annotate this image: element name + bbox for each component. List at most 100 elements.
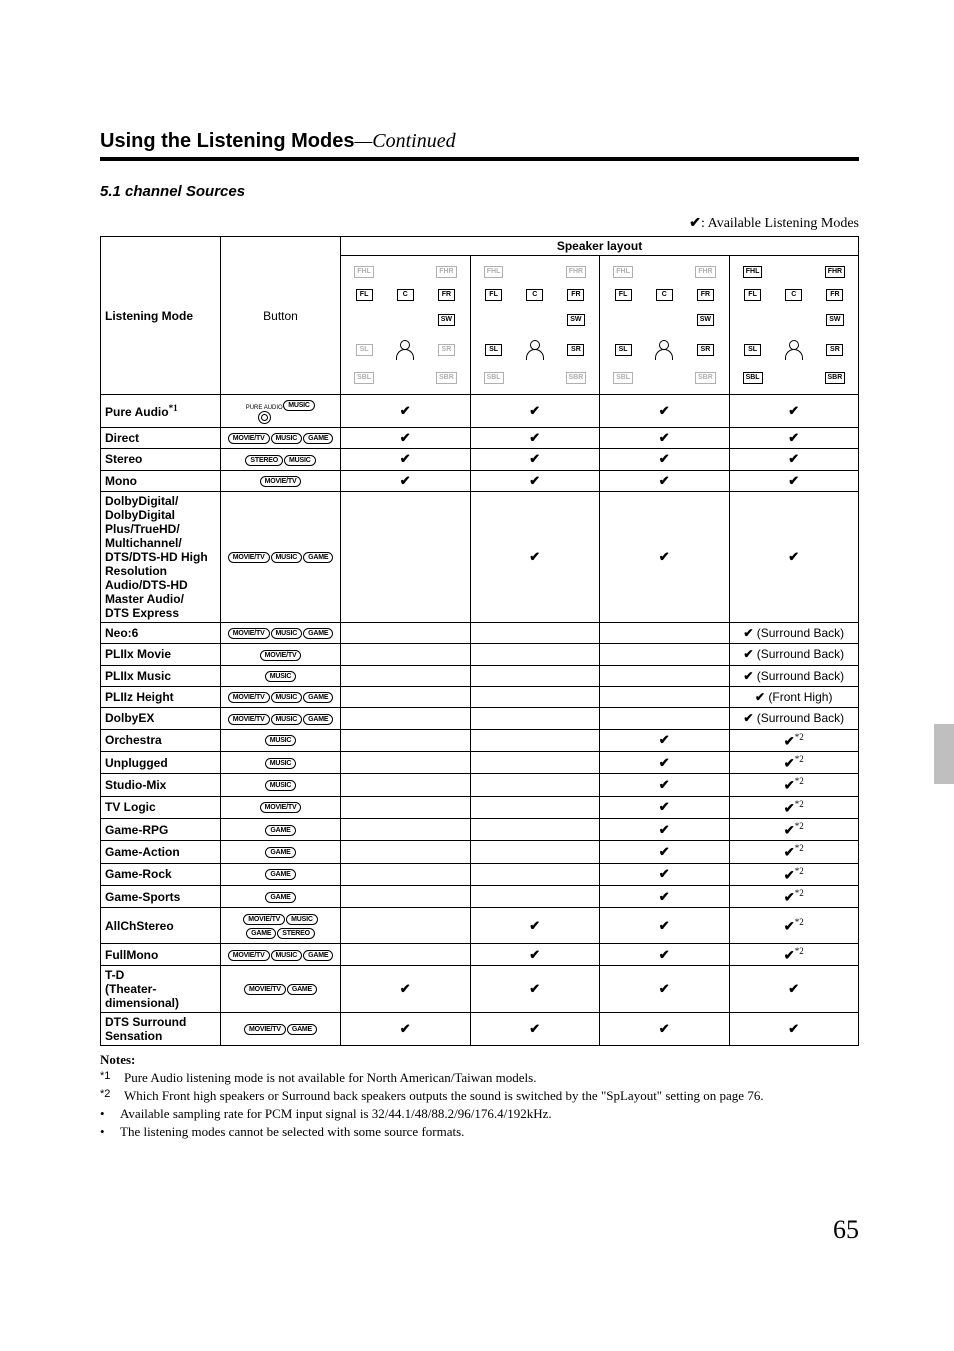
speaker-c: C — [397, 289, 414, 301]
availability-cell — [341, 644, 471, 665]
button-cell: MOVIE/TVMUSICGAME — [221, 622, 341, 643]
music-button: MUSIC — [283, 400, 315, 411]
speaker-layout-col-1: FHLFHRFLCFRSWSLSRSBLSBR — [470, 256, 600, 395]
availability-cell: ✔ — [600, 863, 730, 885]
note-text: Available sampling rate for PCM input si… — [120, 1106, 552, 1122]
legend: ✔: Available Listening Modes — [100, 214, 859, 232]
availability-cell: ✔ — [600, 449, 730, 470]
table-row: Game-SportsGAME✔✔*2 — [101, 885, 859, 907]
availability-cell: ✔ — [470, 943, 600, 965]
game-button: GAME — [303, 628, 333, 639]
movietv-button: MOVIE/TV — [244, 1024, 286, 1035]
availability-cell — [341, 796, 471, 818]
button-cell: MOVIE/TVMUSICGAME — [221, 708, 341, 729]
button-cell: MOVIE/TVMUSICGAME — [221, 943, 341, 965]
game-button: GAME — [265, 825, 295, 836]
table-row: DolbyEXMOVIE/TVMUSICGAME✔ (Surround Back… — [101, 708, 859, 729]
music-button: MUSIC — [265, 671, 297, 682]
availability-cell: ✔ — [470, 395, 600, 428]
speaker-sw: SW — [826, 314, 843, 326]
button-cell: MOVIE/TVMUSICGAME — [221, 491, 341, 622]
note-item: *2Which Front high speakers or Surround … — [100, 1088, 859, 1104]
availability-cell — [341, 908, 471, 944]
availability-cell — [470, 863, 600, 885]
table-row: PLIIx MovieMOVIE/TV✔ (Surround Back) — [101, 644, 859, 665]
subsection-title: 5.1 channel Sources — [100, 183, 859, 200]
availability-cell — [470, 665, 600, 686]
availability-cell — [470, 708, 600, 729]
availability-cell: ✔ — [729, 395, 859, 428]
movietv-button: MOVIE/TV — [228, 552, 270, 563]
button-cell: MOVIE/TV — [221, 470, 341, 491]
note-text: Pure Audio listening mode is not availab… — [124, 1070, 536, 1086]
button-cell: STEREOMUSIC — [221, 449, 341, 470]
availability-cell — [341, 943, 471, 965]
availability-cell: ✔ — [729, 449, 859, 470]
availability-cell: ✔*2 — [729, 943, 859, 965]
availability-cell — [341, 686, 471, 707]
availability-cell: ✔ — [600, 818, 730, 840]
table-row: T-D(Theater-dimensional)MOVIE/TVGAME✔✔✔✔ — [101, 966, 859, 1013]
title-main: Using the Listening Modes — [100, 130, 354, 152]
game-button: GAME — [265, 869, 295, 880]
availability-cell — [470, 644, 600, 665]
availability-cell — [341, 818, 471, 840]
button-cell: GAME — [221, 885, 341, 907]
header-button: Button — [221, 237, 341, 395]
availability-cell — [341, 708, 471, 729]
availability-cell — [470, 841, 600, 863]
mode-name: Stereo — [101, 449, 221, 470]
note-item: •The listening modes cannot be selected … — [100, 1124, 859, 1140]
availability-cell: ✔*2 — [729, 818, 859, 840]
note-item: *1Pure Audio listening mode is not avail… — [100, 1070, 859, 1086]
button-cell: MOVIE/TVMUSICGAMESTEREO — [221, 908, 341, 944]
speaker-sl: SL — [485, 344, 502, 356]
availability-cell: ✔ — [470, 428, 600, 449]
mode-name: Game-Rock — [101, 863, 221, 885]
listener-icon — [525, 340, 545, 360]
title-continued: —Continued — [354, 130, 455, 152]
notes-header: Notes: — [100, 1052, 859, 1068]
listener-icon — [654, 340, 674, 360]
availability-cell: ✔ — [600, 966, 730, 1013]
note-text: Which Front high speakers or Surround ba… — [124, 1088, 764, 1104]
table-row: PLIIz HeightMOVIE/TVMUSICGAME✔ (Front Hi… — [101, 686, 859, 707]
availability-cell: ✔ — [729, 966, 859, 1013]
speaker-fr: FR — [826, 289, 843, 301]
speaker-fhr: FHR — [825, 266, 845, 278]
availability-cell — [341, 622, 471, 643]
availability-cell — [470, 729, 600, 751]
availability-cell: ✔ — [600, 428, 730, 449]
availability-cell: ✔ — [341, 470, 471, 491]
availability-cell — [341, 841, 471, 863]
availability-cell: ✔ (Surround Back) — [729, 708, 859, 729]
movietv-button: MOVIE/TV — [244, 984, 286, 995]
availability-cell: ✔ — [729, 470, 859, 491]
availability-cell: ✔ — [600, 885, 730, 907]
table-row: Studio-MixMUSIC✔✔*2 — [101, 774, 859, 796]
mode-name: DolbyDigital/DolbyDigital Plus/TrueHD/Mu… — [101, 491, 221, 622]
availability-cell: ✔*2 — [729, 885, 859, 907]
availability-cell — [341, 863, 471, 885]
mode-name: Mono — [101, 470, 221, 491]
speaker-sbr: SBR — [695, 372, 716, 384]
music-button: MUSIC — [284, 455, 316, 466]
movietv-button: MOVIE/TV — [228, 950, 270, 961]
availability-cell: ✔ (Surround Back) — [729, 622, 859, 643]
availability-cell: ✔ — [600, 796, 730, 818]
speaker-fl: FL — [615, 289, 632, 301]
table-row: Game-ActionGAME✔✔*2 — [101, 841, 859, 863]
table-row: MonoMOVIE/TV✔✔✔✔ — [101, 470, 859, 491]
listener-icon — [784, 340, 804, 360]
movietv-button: MOVIE/TV — [260, 802, 302, 813]
speaker-sw: SW — [697, 314, 714, 326]
availability-cell: ✔ — [470, 908, 600, 944]
mode-name: T-D(Theater-dimensional) — [101, 966, 221, 1013]
music-button: MUSIC — [271, 714, 303, 725]
availability-cell: ✔ — [600, 943, 730, 965]
availability-cell: ✔ — [600, 395, 730, 428]
movietv-button: MOVIE/TV — [260, 476, 302, 487]
notes: Notes: *1Pure Audio listening mode is no… — [100, 1052, 859, 1140]
table-row: Pure Audio*1PURE AUDIOMUSIC✔✔✔✔ — [101, 395, 859, 428]
availability-cell — [600, 686, 730, 707]
